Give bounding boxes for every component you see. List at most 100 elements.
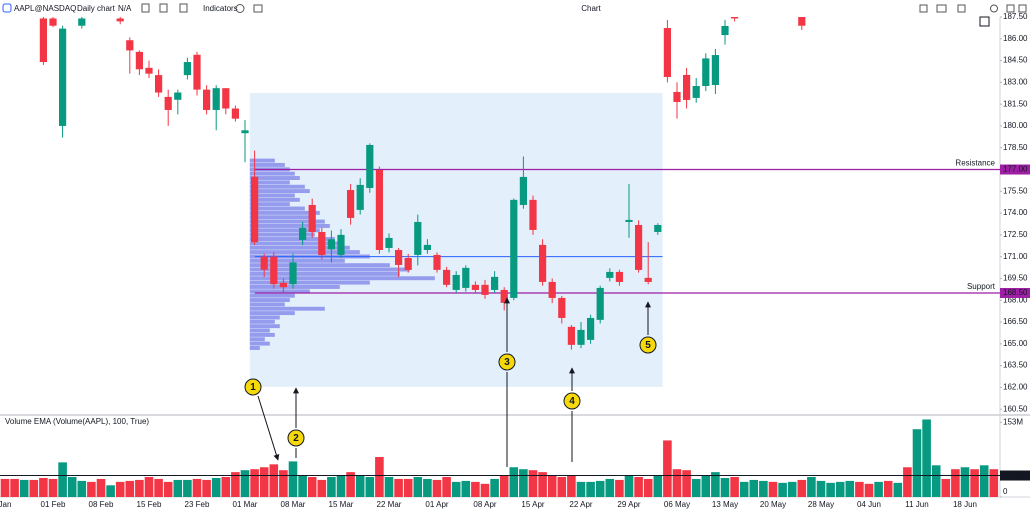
- profile-row: [249, 245, 350, 250]
- volume-bar: [615, 479, 624, 497]
- candle-body: [673, 91, 681, 102]
- x-tick-label: 20 May: [760, 500, 786, 509]
- y-tick-label: 181.50: [1003, 99, 1028, 108]
- maximize-icon[interactable]: [1006, 4, 1015, 13]
- y-tick-label: 168.00: [1003, 295, 1028, 304]
- x-tick-label: 22 Mar: [377, 500, 402, 509]
- profile-row: [249, 276, 435, 281]
- candle-body: [567, 326, 575, 345]
- settings-icon[interactable]: [235, 4, 245, 13]
- indicators-button[interactable]: Indicators: [203, 4, 238, 13]
- annotation-badge: [287, 429, 305, 447]
- volume-bar: [970, 469, 979, 497]
- minimize-icon[interactable]: [957, 4, 966, 13]
- x-tick-label: 15 Feb: [137, 500, 162, 509]
- symbol-icon[interactable]: [2, 3, 12, 13]
- x-tick-label: 15 Apr: [521, 500, 544, 509]
- annotation-arrow: [257, 395, 280, 461]
- profile-row: [249, 180, 290, 185]
- candle-body: [577, 329, 585, 345]
- level-name: Support: [967, 282, 996, 291]
- volume-bar: [384, 477, 394, 497]
- x-tick-label: 04 Jun: [857, 500, 881, 509]
- profile-row: [249, 184, 305, 189]
- level-tag: [1000, 287, 1030, 298]
- candle-body: [231, 108, 239, 119]
- volume-bar: [605, 478, 615, 497]
- zoom-icon[interactable]: [179, 3, 188, 13]
- candle-body: [145, 67, 153, 74]
- window-icon[interactable]: [919, 4, 928, 13]
- mode[interactable]: N/A: [118, 4, 132, 13]
- profile-row: [249, 228, 320, 233]
- candle-body: [49, 18, 57, 26]
- draw-icon[interactable]: [159, 3, 168, 13]
- candle-body: [126, 40, 134, 51]
- volume-bar: [413, 477, 423, 497]
- candle-body: [539, 244, 547, 282]
- volume-bar: [807, 477, 816, 497]
- profile-row: [249, 171, 295, 176]
- candle-body: [615, 271, 623, 282]
- x-tick-label: 13 May: [712, 500, 738, 509]
- candle-body: [481, 284, 489, 295]
- profile-row: [249, 219, 325, 224]
- profile-row: [249, 237, 335, 241]
- candle-body: [135, 51, 143, 70]
- volume-bar: [663, 440, 672, 497]
- profile-row: [249, 263, 390, 268]
- candle-body: [116, 18, 124, 22]
- candle-body: [462, 267, 470, 288]
- volume-bar: [317, 479, 327, 497]
- profile-row: [249, 162, 285, 167]
- volume-bar: [298, 475, 307, 497]
- profile-row: [249, 271, 400, 276]
- y-tick-label: 162.00: [1003, 383, 1028, 392]
- volume-bar: [912, 429, 922, 497]
- volume-bar: [643, 478, 653, 497]
- settings-icon[interactable]: [990, 4, 998, 13]
- volume-bar: [173, 479, 183, 497]
- volume-bar: [288, 461, 298, 497]
- volume-bar: [586, 481, 595, 497]
- volume-bar: [797, 479, 807, 497]
- candle-body: [366, 144, 374, 188]
- volume-bar: [922, 419, 931, 497]
- volume-bar: [701, 475, 711, 497]
- volume-bar: [595, 480, 605, 497]
- profile-row: [249, 267, 410, 272]
- x-tick-label: 08 Apr: [473, 500, 496, 509]
- volume-bar: [77, 480, 87, 497]
- volume-bar: [691, 478, 701, 497]
- interval[interactable]: Daily chart: [77, 4, 116, 13]
- y-tick-label: 171.00: [1003, 252, 1028, 261]
- volume-bar: [48, 478, 58, 497]
- volume-bar: [115, 481, 125, 497]
- symbol[interactable]: AAPL@NASDAQ: [14, 4, 76, 13]
- pane-button[interactable]: [979, 16, 990, 27]
- layout-icon[interactable]: [253, 4, 263, 13]
- volume-bar: [759, 480, 768, 497]
- volume-bar: [39, 477, 48, 497]
- volume-bar: [816, 480, 826, 497]
- candle-body: [798, 17, 806, 26]
- candle-body: [203, 89, 211, 110]
- y-tick-label: 166.50: [1003, 317, 1028, 326]
- volume-title: Volume EMA (Volume(AAPL), 100, True): [5, 417, 149, 426]
- level-tag: [1000, 164, 1030, 175]
- candle-body: [471, 284, 479, 290]
- profile-row: [249, 319, 275, 324]
- tool-icon[interactable]: [141, 3, 150, 13]
- close-icon[interactable]: [1018, 4, 1027, 13]
- volume-bar: [96, 478, 106, 497]
- volume-bar: [327, 477, 336, 497]
- volume-bar: [960, 467, 970, 497]
- candle-body: [174, 92, 182, 100]
- profile-row: [249, 324, 280, 329]
- candle-body: [270, 256, 278, 285]
- candle-body: [59, 28, 67, 126]
- volume-bar: [0, 478, 10, 497]
- candle-body: [606, 271, 614, 278]
- candle-body: [519, 176, 527, 205]
- camera-icon[interactable]: [936, 4, 947, 13]
